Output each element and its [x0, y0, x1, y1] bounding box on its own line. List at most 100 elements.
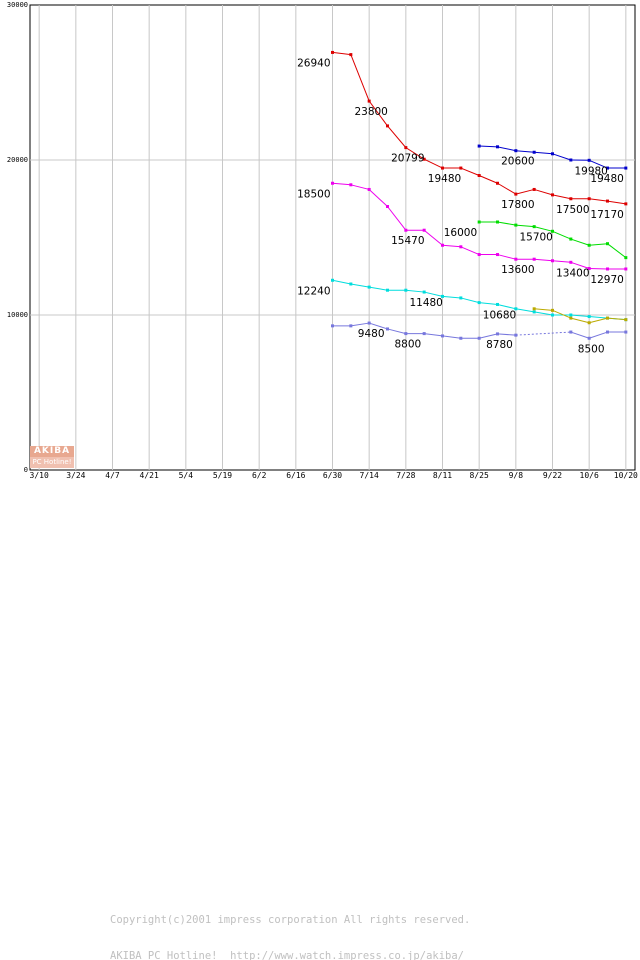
- data-point: [533, 258, 536, 261]
- data-point: [331, 182, 334, 185]
- data-label: 12240: [297, 285, 330, 297]
- data-point: [441, 244, 444, 247]
- data-point: [441, 334, 444, 337]
- data-label: 18500: [297, 188, 330, 200]
- data-label: 8500: [578, 343, 605, 355]
- data-point: [533, 188, 536, 191]
- data-point: [386, 289, 389, 292]
- data-point: [459, 337, 462, 340]
- data-label: 17800: [501, 199, 534, 211]
- x-tick-label: 5/4: [179, 471, 194, 480]
- data-point: [496, 332, 499, 335]
- data-label: 16000: [444, 227, 477, 239]
- data-label: 17500: [556, 204, 589, 216]
- data-point: [569, 314, 572, 317]
- data-label: 26940: [297, 57, 330, 69]
- data-label: 20799: [391, 153, 424, 165]
- data-point: [588, 321, 591, 324]
- data-point: [588, 197, 591, 200]
- data-label: 11480: [409, 297, 442, 309]
- data-point: [624, 267, 627, 270]
- data-point: [606, 267, 609, 270]
- data-point: [588, 315, 591, 318]
- y-tick-label: 30000: [7, 1, 28, 9]
- data-point: [496, 253, 499, 256]
- x-tick-label: 3/10: [30, 471, 49, 480]
- data-point: [514, 258, 517, 261]
- data-point: [478, 337, 481, 340]
- y-axis-ticks: 0 10000 20000 30000: [7, 1, 28, 474]
- data-point: [478, 301, 481, 304]
- data-label: 19480: [428, 173, 461, 185]
- data-point: [368, 100, 371, 103]
- data-point: [368, 188, 371, 191]
- data-point: [624, 256, 627, 259]
- data-label: 8780: [486, 339, 513, 351]
- y-tick-label: 0: [24, 466, 28, 474]
- data-point: [551, 259, 554, 262]
- x-tick-label: 4/21: [140, 471, 159, 480]
- data-label: 10680: [483, 309, 516, 321]
- data-point: [496, 303, 499, 306]
- data-point: [368, 286, 371, 289]
- x-tick-label: 7/28: [396, 471, 415, 480]
- data-point: [349, 324, 352, 327]
- y-tick-label: 10000: [7, 311, 28, 319]
- data-point: [404, 229, 407, 232]
- data-point: [606, 317, 609, 320]
- data-point: [496, 182, 499, 185]
- data-point: [514, 334, 517, 337]
- data-point: [533, 225, 536, 228]
- data-point: [551, 314, 554, 317]
- data-point: [569, 331, 572, 334]
- data-point: [569, 238, 572, 241]
- data-point: [478, 253, 481, 256]
- data-point: [459, 167, 462, 170]
- data-label: 9480: [358, 328, 385, 340]
- data-point: [404, 332, 407, 335]
- data-point: [423, 332, 426, 335]
- data-point: [514, 224, 517, 227]
- data-label: 20600: [501, 156, 534, 168]
- data-point: [569, 261, 572, 264]
- data-point: [496, 221, 499, 224]
- x-tick-label: 7/14: [360, 471, 379, 480]
- data-point: [606, 200, 609, 203]
- data-point: [404, 146, 407, 149]
- data-point: [349, 283, 352, 286]
- x-tick-label: 5/19: [213, 471, 232, 480]
- data-point: [478, 221, 481, 224]
- data-point: [606, 331, 609, 334]
- data-point: [386, 205, 389, 208]
- data-point: [569, 317, 572, 320]
- data-label: 13400: [556, 267, 589, 279]
- data-point: [551, 193, 554, 196]
- data-point: [514, 149, 517, 152]
- y-tick-label: 20000: [7, 156, 28, 164]
- data-point: [624, 167, 627, 170]
- data-point: [551, 152, 554, 155]
- data-point: [624, 318, 627, 321]
- data-point: [496, 145, 499, 148]
- x-tick-label: 4/7: [105, 471, 120, 480]
- data-point: [441, 167, 444, 170]
- x-tick-label: 10/20: [614, 471, 638, 480]
- data-point: [404, 289, 407, 292]
- data-point: [331, 51, 334, 54]
- data-point: [459, 296, 462, 299]
- data-point: [331, 324, 334, 327]
- data-point: [624, 331, 627, 334]
- data-label: 23800: [354, 106, 387, 118]
- data-point: [551, 309, 554, 312]
- data-point: [386, 327, 389, 330]
- data-point: [349, 183, 352, 186]
- data-label: 8800: [394, 339, 421, 351]
- x-tick-label: 6/30: [323, 471, 342, 480]
- data-point: [533, 310, 536, 313]
- data-point: [588, 159, 591, 162]
- data-point: [331, 279, 334, 282]
- data-point: [478, 174, 481, 177]
- x-tick-label: 8/25: [470, 471, 489, 480]
- data-point: [624, 202, 627, 205]
